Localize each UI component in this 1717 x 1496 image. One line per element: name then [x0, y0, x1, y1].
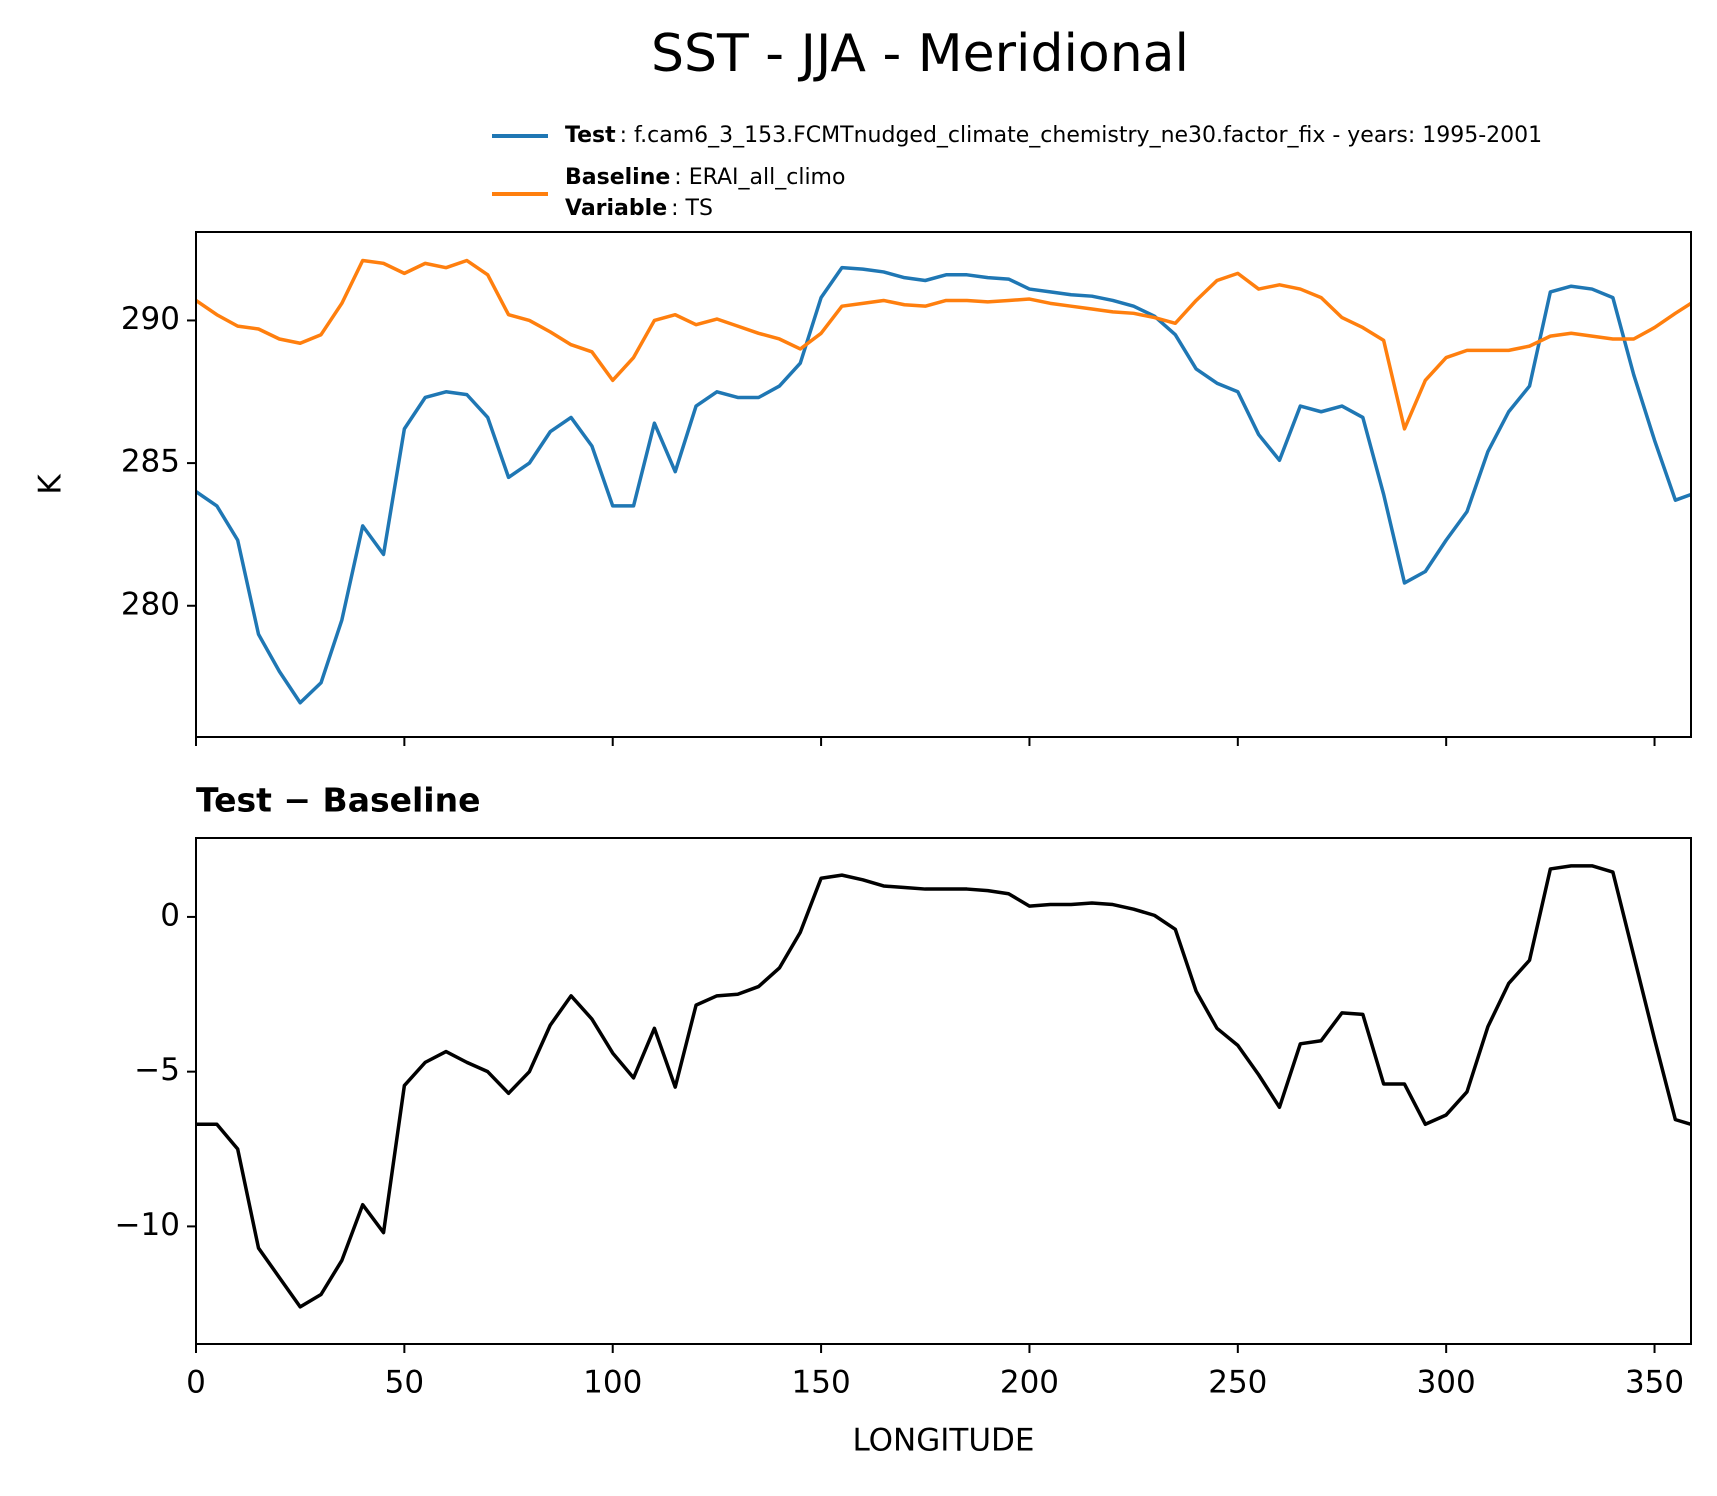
x-tick-label: 300 — [1417, 1365, 1476, 1401]
legend-entry: Variable: TS — [565, 196, 713, 221]
data-line — [196, 864, 1691, 1309]
legend-label: Variable — [565, 196, 667, 221]
axes-frame — [195, 837, 1692, 1345]
y-axis-label: K — [33, 474, 69, 495]
y-tick-label: 0 — [160, 897, 180, 933]
y-tick-label: 285 — [121, 444, 180, 480]
data-line — [196, 265, 1691, 705]
axes-frame — [195, 231, 1692, 738]
x-tick-label: 250 — [1208, 1365, 1267, 1401]
y-tick-label: 280 — [121, 586, 180, 622]
x-axis-label: LONGITUDE — [852, 1423, 1034, 1459]
legend-entry: Baseline: ERAI_all_climo — [565, 165, 845, 190]
x-tick-label: 50 — [385, 1365, 424, 1401]
x-tick-label: 0 — [186, 1365, 206, 1401]
legend-label: Baseline — [565, 165, 670, 190]
data-line — [196, 258, 1691, 431]
legend-info: : f.cam6_3_153.FCMTnudged_climate_chemis… — [620, 123, 1543, 148]
y-tick-label: −5 — [134, 1052, 180, 1088]
x-tick-label: 350 — [1625, 1365, 1684, 1401]
legend-info: : TS — [671, 196, 713, 221]
panel-title: Test − Baseline — [196, 781, 481, 820]
x-tick-label: 200 — [1000, 1365, 1059, 1401]
legend-label: Test — [565, 123, 616, 148]
y-tick-label: −10 — [115, 1207, 180, 1243]
legend-entry: Test: f.cam6_3_153.FCMTnudged_climate_ch… — [565, 123, 1542, 148]
legend-info: : ERAI_all_climo — [674, 165, 845, 190]
figure-title: SST - JJA - Meridional — [651, 24, 1189, 84]
y-tick-label: 290 — [121, 301, 180, 337]
x-tick-label: 100 — [583, 1365, 642, 1401]
x-tick-label: 150 — [792, 1365, 851, 1401]
